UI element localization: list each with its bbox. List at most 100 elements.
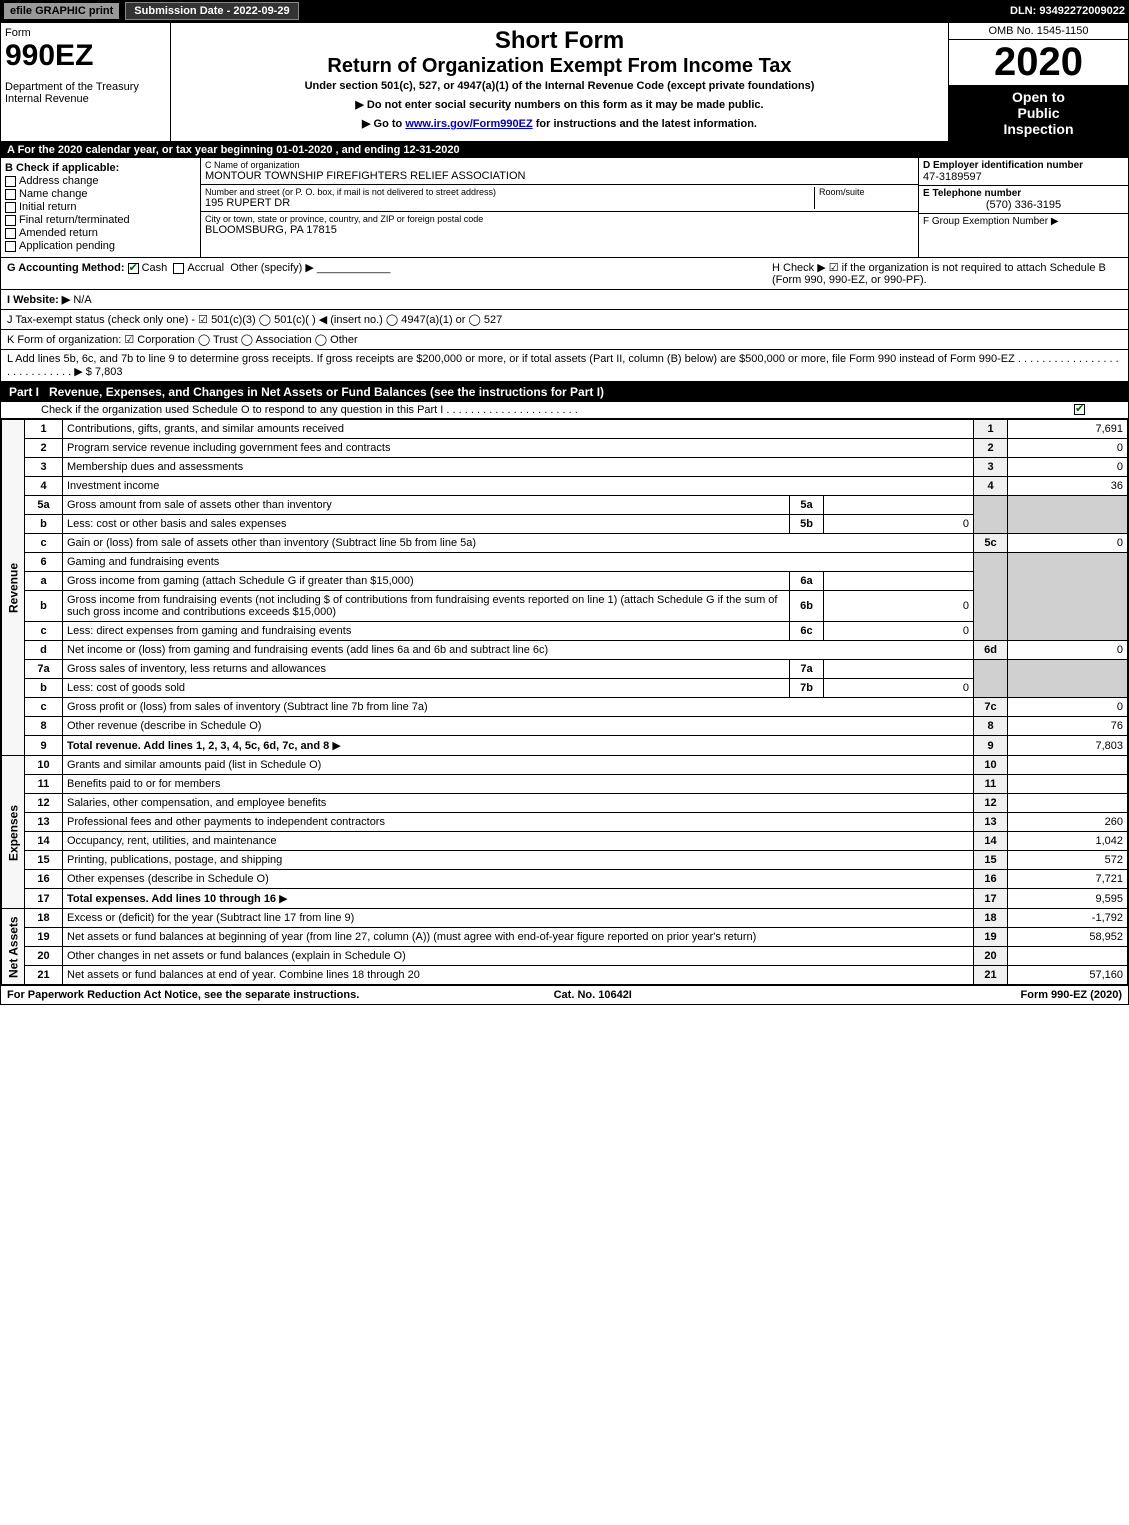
line-2-no: 2 [974,439,1008,458]
check-address-change[interactable]: Address change [5,175,196,187]
line-3-amt: 0 [1008,458,1128,477]
line-7c-no: 7c [974,698,1008,717]
line-7a-desc: Gross sales of inventory, less returns a… [67,663,326,675]
short-form-title: Short Form [177,27,942,55]
line-13-amt: 260 [1008,813,1128,832]
city-state-zip: BLOOMSBURG, PA 17815 [205,224,914,236]
line-6: 6Gaming and fundraising events [2,553,1128,572]
row-j: J Tax-exempt status (check only one) - ☑… [1,310,1128,330]
line-2: 2Program service revenue including gover… [2,439,1128,458]
line-21: 21 Net assets or fund balances at end of … [2,966,1128,985]
line-7b-sa: 0 [824,679,974,698]
line-16: 16Other expenses (describe in Schedule O… [2,870,1128,889]
g-label: G Accounting Method: [7,262,125,274]
line-11-amt [1008,775,1128,794]
line-14: 14Occupancy, rent, utilities, and mainte… [2,832,1128,851]
line-12-amt [1008,794,1128,813]
line-10: Expenses 10Grants and similar amounts pa… [2,756,1128,775]
line-4-desc: Investment income [67,480,159,492]
line-13: 13Professional fees and other payments t… [2,813,1128,832]
line-19-desc: Net assets or fund balances at beginning… [67,931,756,943]
ein-value: 47-3189597 [923,171,1124,183]
part1-check-label: Check if the organization used Schedule … [41,404,578,416]
line-6a-desc: Gross income from gaming (attach Schedul… [67,575,414,587]
dept-irs: Internal Revenue [5,93,166,105]
website-value: N/A [73,294,91,306]
line-9-no: 9 [974,736,1008,756]
line-6c: cLess: direct expenses from gaming and f… [2,622,1128,641]
check-amended-return[interactable]: Amended return [5,227,196,239]
line-5b-desc: Less: cost or other basis and sales expe… [67,518,287,530]
irs-link[interactable]: www.irs.gov/Form990EZ [405,118,532,130]
check-final-return[interactable]: Final return/terminated [5,214,196,226]
line-7c-desc: Gross profit or (loss) from sales of inv… [67,701,428,713]
row-k: K Form of organization: ☑ Corporation ◯ … [1,330,1128,350]
line-10-amt [1008,756,1128,775]
line-5a-sub: 5a [790,496,824,515]
line-13-no: 13 [974,813,1008,832]
submission-date-badge: Submission Date - 2022-09-29 [125,2,298,20]
line-7c-amt: 0 [1008,698,1128,717]
expenses-label: Expenses [2,756,25,909]
line-5c-no: 5c [974,534,1008,553]
row-gh: G Accounting Method: Cash Accrual Other … [1,258,1128,290]
line-6d-desc: Net income or (loss) from gaming and fun… [67,644,548,656]
part1-scho-checkbox[interactable] [1074,404,1085,415]
check-application-pending[interactable]: Application pending [5,240,196,252]
line-3-desc: Membership dues and assessments [67,461,243,473]
part1-title: Revenue, Expenses, and Changes in Net As… [49,385,604,399]
cash-checkbox[interactable] [128,263,139,274]
form-header: Form 990EZ Department of the Treasury In… [1,23,1128,142]
line-15-desc: Printing, publications, postage, and shi… [67,854,282,866]
open-line1: Open to [953,89,1124,105]
line-7a-sub: 7a [790,660,824,679]
header-left: Form 990EZ Department of the Treasury In… [1,23,171,141]
ssn-warning: ▶ Do not enter social security numbers o… [177,98,942,111]
form-word: Form [5,27,166,39]
line-4-no: 4 [974,477,1008,496]
main-title: Return of Organization Exempt From Incom… [177,55,942,78]
line-5a-sa [824,496,974,515]
row-i: I Website: ▶ N/A [1,290,1128,310]
line-5c-desc: Gain or (loss) from sale of assets other… [67,537,476,549]
line-3: 3Membership dues and assessments30 [2,458,1128,477]
line-10-desc: Grants and similar amounts paid (list in… [67,759,321,771]
dln-label: DLN: 93492272009022 [1010,5,1125,17]
line-21-desc: Net assets or fund balances at end of ye… [67,969,420,981]
part1-check-row: Check if the organization used Schedule … [1,402,1128,419]
line-7a-sa [824,660,974,679]
check-name-change[interactable]: Name change [5,188,196,200]
line-15: 15 Printing, publications, postage, and s… [2,851,1128,870]
accrual-label: Accrual [187,262,224,274]
line-11-no: 11 [974,775,1008,794]
line-6b-sub: 6b [790,591,824,622]
line-5a: 5aGross amount from sale of assets other… [2,496,1128,515]
line-19-amt: 58,952 [1008,928,1128,947]
line-7b: bLess: cost of goods sold7b0 [2,679,1128,698]
line-11: 11Benefits paid to or for members11 [2,775,1128,794]
line-5c: cGain or (loss) from sale of assets othe… [2,534,1128,553]
line-18-desc: Excess or (deficit) for the year (Subtra… [67,912,354,924]
line-3-no: 3 [974,458,1008,477]
section-b: B Check if applicable: Address change Na… [1,158,201,257]
line-12-desc: Salaries, other compensation, and employ… [67,797,326,809]
line-21-amt: 57,160 [1008,966,1128,985]
check-initial-return[interactable]: Initial return [5,201,196,213]
line-6b-sa: 0 [824,591,974,622]
org-name: MONTOUR TOWNSHIP FIREFIGHTERS RELIEF ASS… [205,170,914,182]
footer-cat: Cat. No. 10642I [554,989,632,1001]
line-2-amt: 0 [1008,439,1128,458]
line-15-no: 15 [974,851,1008,870]
form-number: 990EZ [5,39,166,73]
line-17-amt: 9,595 [1008,889,1128,909]
accrual-checkbox[interactable] [173,263,184,274]
line-7b-desc: Less: cost of goods sold [67,682,185,694]
line-9: 9Total revenue. Add lines 1, 2, 3, 4, 5c… [2,736,1128,756]
line-7a: 7a Gross sales of inventory, less returns… [2,660,1128,679]
line-7c: cGross profit or (loss) from sales of in… [2,698,1128,717]
revenue-label: Revenue [2,420,25,756]
efile-print-button[interactable]: efile GRAPHIC print [4,3,119,19]
line-19-no: 19 [974,928,1008,947]
room-label: Room/suite [819,187,914,197]
line-21-no: 21 [974,966,1008,985]
